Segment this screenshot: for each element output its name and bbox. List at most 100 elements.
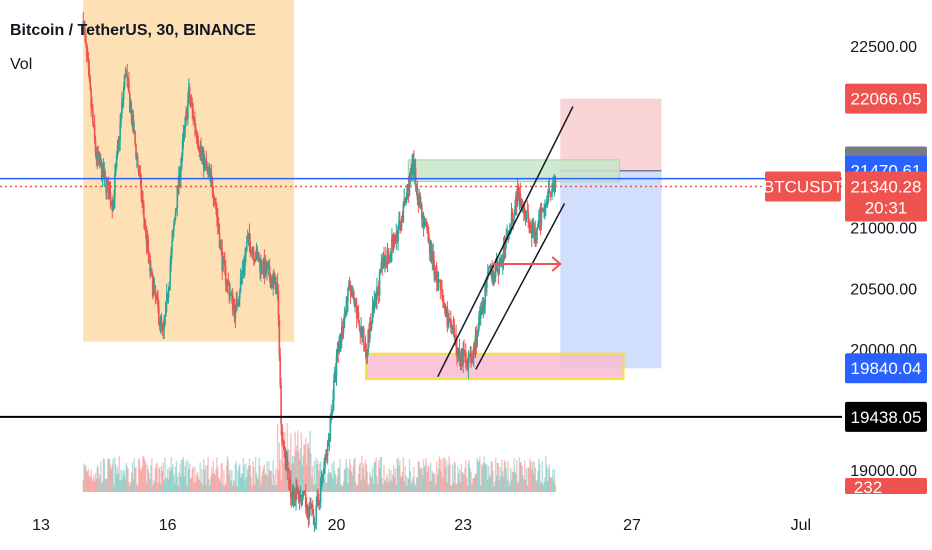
candle-body	[238, 291, 241, 299]
candle-body	[316, 499, 318, 506]
candle-body	[411, 164, 413, 173]
volume-bar	[410, 484, 412, 492]
volume-bar	[326, 482, 328, 492]
volume-bar	[539, 481, 542, 492]
volume-bar	[85, 464, 87, 492]
volume-bar	[113, 484, 115, 492]
candle-body	[193, 118, 195, 120]
candle-body	[441, 289, 443, 298]
volume-bar	[327, 473, 329, 492]
candle-body	[90, 89, 92, 107]
candle-body	[154, 285, 157, 296]
candle-body	[202, 150, 204, 155]
candle-body	[174, 211, 177, 219]
volume-bar	[530, 461, 532, 492]
candle-body	[378, 272, 381, 295]
volume-bar	[442, 477, 444, 492]
symbol-title[interactable]: Bitcoin / TetherUS, 30, BINANCE	[10, 22, 256, 39]
candle-body	[291, 493, 294, 499]
candle-body	[130, 108, 133, 124]
volume-bar	[173, 483, 176, 492]
volume-bar	[403, 481, 405, 492]
volume-bar	[346, 466, 348, 492]
volume-bar	[494, 481, 496, 492]
volume-bar	[338, 468, 340, 492]
candle-body	[310, 507, 312, 509]
candle-body	[435, 266, 438, 284]
price-tag-value: 21340.28	[851, 177, 922, 196]
candle-body	[169, 265, 172, 283]
candle-body	[288, 468, 290, 489]
candle-body	[386, 250, 389, 266]
volume-bar	[97, 465, 99, 492]
volume-bar	[434, 474, 436, 492]
candle-body	[122, 87, 125, 100]
volume-bar	[108, 458, 111, 492]
candle-body	[151, 273, 154, 296]
volume-bar	[86, 471, 88, 492]
volume-bar	[425, 458, 427, 492]
volume-bar	[254, 484, 256, 492]
candle-body	[152, 285, 155, 296]
candle-body	[222, 257, 224, 271]
volume-bar	[444, 467, 447, 492]
candle-body	[325, 454, 327, 458]
candle-body	[448, 318, 450, 321]
volume-bar	[218, 478, 221, 492]
candle-body	[384, 255, 387, 265]
candle-body	[423, 224, 426, 227]
volume-bar	[83, 463, 85, 492]
candle-body	[462, 349, 464, 365]
volume-bar	[382, 484, 384, 492]
candle-body	[296, 487, 298, 492]
time-axis[interactable]: 13 16 20 23 27 Jul	[32, 517, 811, 534]
volume-bar	[480, 464, 483, 492]
candle-body	[94, 138, 97, 154]
candle-body	[511, 213, 514, 224]
candle-body	[292, 493, 295, 499]
volume-bar	[98, 478, 100, 492]
volume-bar	[235, 460, 237, 492]
volume-bar	[552, 469, 554, 492]
candle-body	[221, 248, 223, 271]
volume-legend-label[interactable]: Vol	[10, 56, 33, 73]
candle-body	[301, 497, 304, 506]
volume-bar	[237, 470, 239, 492]
candle-body	[377, 287, 379, 292]
volume-bar	[209, 485, 211, 492]
candle-body	[216, 216, 219, 224]
candle-body	[260, 261, 262, 272]
volume-tag: 232	[845, 478, 927, 497]
volume-bar	[107, 459, 109, 492]
volume-bar	[476, 458, 478, 492]
candle-body	[540, 211, 543, 225]
volume-bar	[506, 479, 508, 492]
volume-bar	[318, 471, 320, 492]
candle-body	[182, 133, 185, 141]
volume-bar	[497, 462, 500, 492]
candle-body	[543, 209, 545, 211]
candle-body	[358, 323, 361, 327]
volume-bar	[357, 474, 360, 492]
volume-bar	[184, 466, 186, 492]
volume-bar	[369, 471, 371, 492]
candle-body	[129, 92, 131, 113]
volume-bar	[393, 476, 396, 492]
candle-body	[251, 250, 253, 255]
candle-body	[216, 209, 218, 217]
candle-body	[260, 261, 263, 271]
candle-body	[547, 188, 550, 199]
volume-bar	[197, 476, 200, 492]
volume-bar	[407, 479, 410, 492]
volume-bar	[116, 467, 119, 492]
candle-body	[356, 311, 359, 319]
candle-body	[521, 198, 523, 211]
candle-body	[461, 351, 464, 365]
volume-bar	[550, 477, 552, 492]
candle-body	[213, 198, 216, 201]
candle-body	[277, 290, 280, 321]
candle-body	[270, 279, 273, 288]
candle-body	[335, 355, 338, 376]
price-tag-value: 22066.05	[851, 90, 922, 109]
